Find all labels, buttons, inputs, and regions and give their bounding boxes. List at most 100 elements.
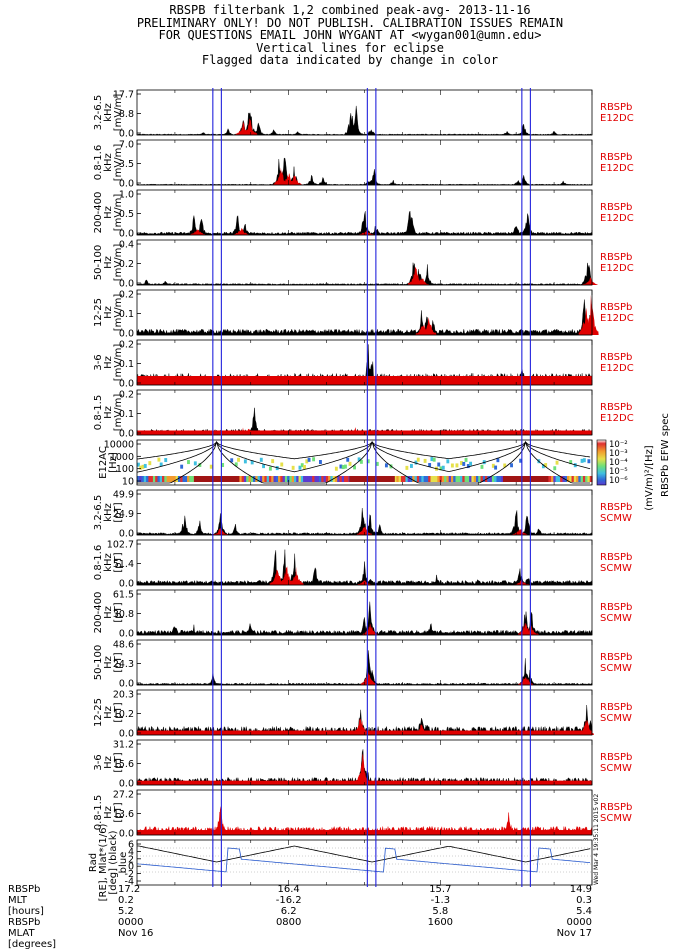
instrument-label: RBSPb bbox=[600, 802, 632, 813]
spectrogram-cell bbox=[555, 476, 559, 482]
spectrogram-cell bbox=[410, 463, 413, 468]
y-axis-label: Hz bbox=[103, 406, 114, 419]
trace-flagged bbox=[582, 277, 598, 285]
y-tick-label: 24.3 bbox=[113, 659, 134, 670]
spectrogram-cell bbox=[303, 476, 306, 482]
spectrogram-cell bbox=[425, 476, 429, 482]
y-tick-label: 51.4 bbox=[113, 559, 134, 570]
instrument-label: RBSPb bbox=[600, 602, 632, 613]
spectrogram-cell bbox=[300, 476, 304, 482]
y-tick-label: 10000 bbox=[104, 440, 134, 451]
spectrogram-cell bbox=[421, 476, 425, 482]
spectrogram-cell bbox=[139, 476, 143, 482]
spectrogram-cell bbox=[462, 461, 466, 466]
y-tick-label: 15.6 bbox=[113, 759, 134, 770]
y-axis-label: Hz bbox=[103, 356, 114, 369]
y-tick-label: 102.7 bbox=[107, 540, 134, 551]
spectrogram-cell bbox=[437, 476, 441, 482]
y-axis-label: [mV/m] bbox=[113, 94, 124, 132]
channel-label: E12DC bbox=[600, 413, 634, 424]
y-tick-label: 17.7 bbox=[113, 90, 134, 101]
y-axis-label: Hz bbox=[103, 756, 114, 769]
y-tick-label: 0.4 bbox=[119, 240, 134, 251]
ephemeris-row-label: MLT bbox=[8, 895, 28, 906]
y-tick-label: 0.0 bbox=[119, 429, 134, 440]
spectrogram-cell bbox=[180, 476, 184, 482]
spectrogram-cell bbox=[450, 463, 454, 468]
y-axis-label: [pT] bbox=[113, 602, 124, 622]
spectrogram-cell bbox=[560, 476, 564, 482]
y-axis-label: Hz bbox=[103, 256, 114, 269]
y-tick-label: 0.0 bbox=[119, 129, 134, 140]
spectrogram-cell bbox=[405, 465, 409, 470]
spectrogram-cell bbox=[275, 476, 279, 482]
trace-flagged bbox=[408, 266, 424, 285]
y-tick-label: 0 bbox=[128, 862, 134, 873]
y-tick-label: 0.0 bbox=[119, 279, 134, 290]
spectrogram-cell bbox=[494, 476, 498, 482]
trace-flagged bbox=[286, 175, 302, 185]
ephemeris-value: 0000 bbox=[118, 917, 143, 928]
colorbar-label: 10⁻³ bbox=[609, 449, 628, 459]
spectrogram-cell bbox=[182, 476, 186, 482]
spectrogram-cell bbox=[585, 476, 589, 482]
spectrogram-band bbox=[502, 476, 549, 482]
spectrogram-cell bbox=[446, 476, 450, 482]
ephemeris-value: 15.7 bbox=[429, 884, 451, 895]
spectrogram-cell bbox=[137, 462, 140, 467]
spectrogram-cell bbox=[569, 476, 573, 482]
y-tick-label: 7.0 bbox=[119, 140, 134, 151]
spectrogram-cell bbox=[155, 476, 159, 482]
spectrogram-cell bbox=[412, 476, 416, 482]
spectrogram-cell bbox=[141, 476, 145, 482]
y-tick-label: 1000 bbox=[110, 452, 134, 463]
spectrogram-cell bbox=[501, 476, 504, 482]
ephemeris-value: 14.9 bbox=[570, 884, 592, 895]
spectrogram-cell bbox=[184, 476, 188, 482]
ephemeris-value: Nov 17 bbox=[557, 928, 592, 939]
channel-label: E12DC bbox=[600, 363, 634, 374]
y-tick-label: 0.0 bbox=[119, 729, 134, 740]
y-axis-label: 200-400 bbox=[93, 192, 104, 234]
spectrogram-cell bbox=[494, 465, 498, 470]
spectrogram-cell bbox=[143, 463, 147, 468]
trace-flagged bbox=[355, 753, 371, 785]
spectrogram-cell bbox=[551, 476, 554, 482]
y-tick-label: 0.5 bbox=[119, 209, 134, 220]
spectrogram-cell bbox=[450, 476, 454, 482]
spectrogram-cell bbox=[321, 476, 325, 482]
spectrogram-cell bbox=[435, 476, 438, 482]
spectrogram-band bbox=[193, 476, 240, 482]
trace-flagged bbox=[523, 625, 539, 635]
spectrogram-cell bbox=[366, 459, 370, 464]
spectrogram-cell bbox=[407, 476, 411, 482]
y-axis-label: 12-25 bbox=[93, 298, 104, 327]
title-block: RBSPB filterbank 1,2 combined peak-avg- … bbox=[0, 4, 700, 67]
spectrogram-cell bbox=[253, 476, 256, 482]
y-axis-label: [mV/m] bbox=[113, 194, 124, 232]
spectrogram-cell bbox=[271, 476, 275, 482]
spectrogram-cell bbox=[319, 476, 322, 482]
spectrogram-cell bbox=[555, 460, 559, 465]
channel-label: E12DC bbox=[600, 163, 634, 174]
spectrogram-cell bbox=[309, 476, 313, 482]
spectrogram-cell bbox=[557, 476, 561, 482]
y-axis-label: 3.2-6.5 bbox=[93, 95, 104, 130]
y-axis-label: [pT] bbox=[113, 802, 124, 822]
instrument-label: RBSPb bbox=[600, 252, 632, 263]
ephemeris-area bbox=[137, 840, 592, 885]
trace-primary bbox=[136, 210, 593, 236]
y-axis-label: kHz bbox=[103, 503, 114, 522]
spectrogram-band bbox=[349, 476, 395, 482]
y-tick-label: 24.9 bbox=[113, 509, 134, 520]
spectrogram-cell bbox=[471, 476, 475, 482]
y-axis-label: Hz bbox=[103, 706, 114, 719]
spectrogram-cell bbox=[478, 476, 482, 482]
y-tick-label: 48.6 bbox=[113, 640, 134, 651]
y-axis-label: [Hz] bbox=[108, 452, 119, 473]
trace-flagged bbox=[578, 307, 594, 335]
colorbar-label: 10⁻² bbox=[609, 440, 628, 450]
trace-flagged bbox=[190, 229, 206, 235]
ephemeris-value: Nov 16 bbox=[118, 928, 153, 939]
